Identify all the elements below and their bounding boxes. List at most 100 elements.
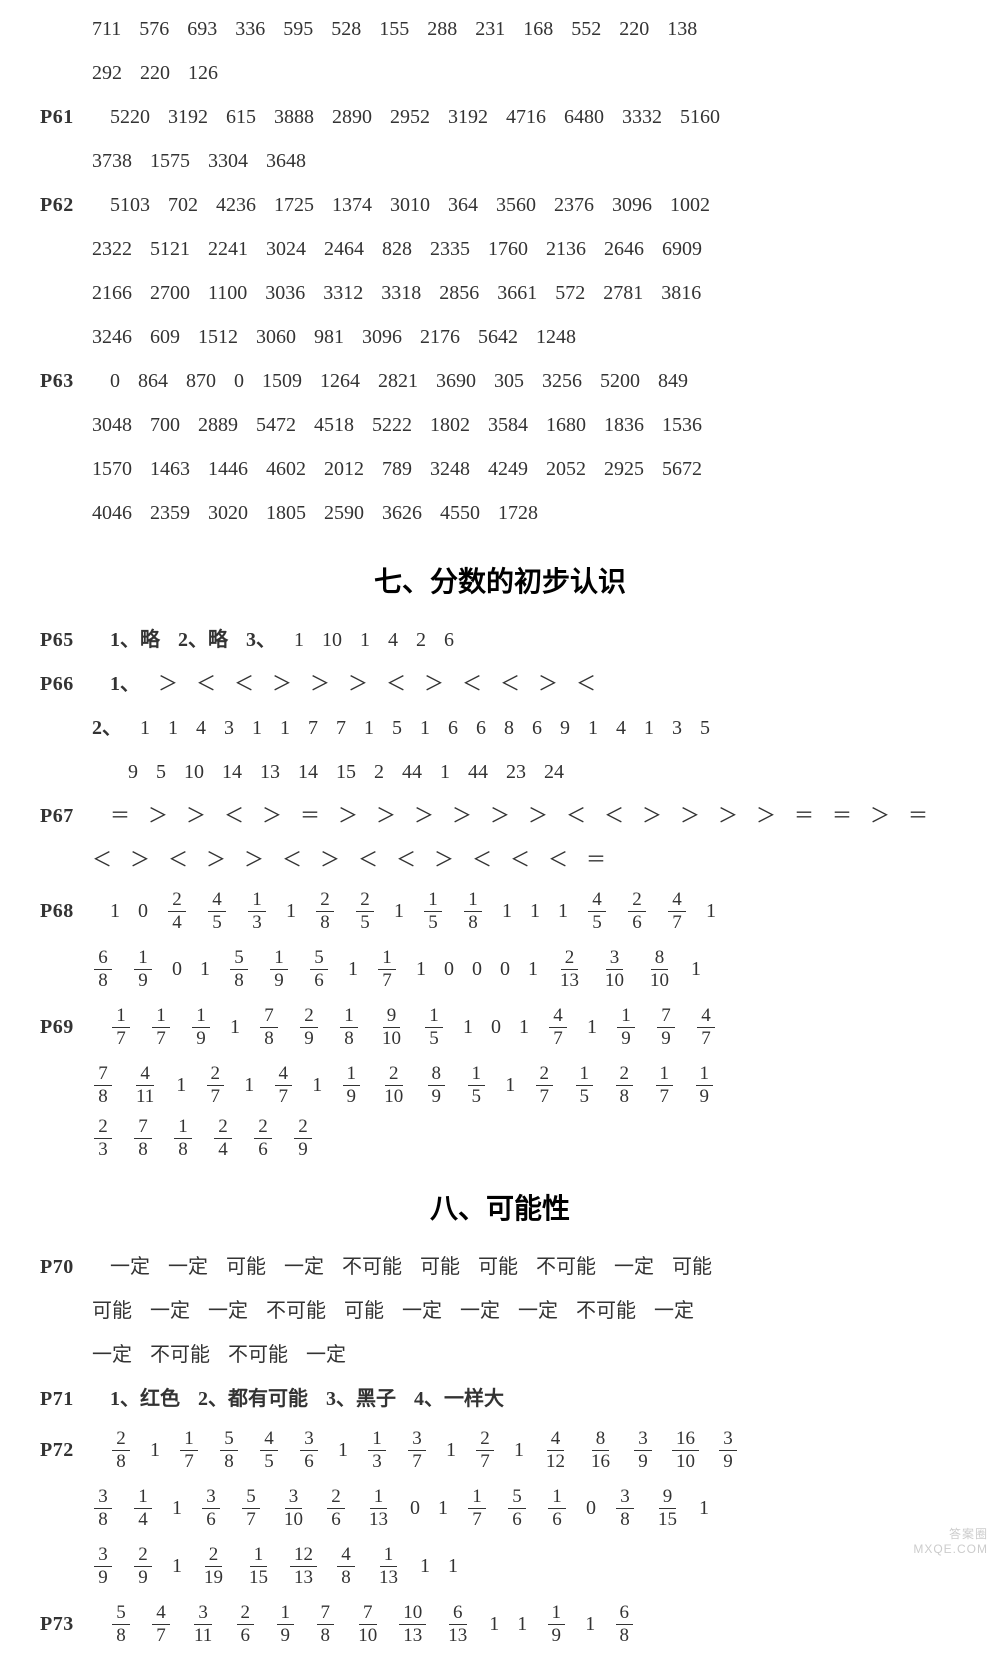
value: 3888	[274, 98, 314, 136]
p71-q1: 1、红色	[110, 1380, 180, 1418]
value: 1536	[662, 406, 702, 444]
p69-row-c: 237818242629	[92, 1117, 960, 1159]
value: 1002	[670, 186, 710, 224]
value: 3248	[430, 450, 470, 488]
p69a: 171719178291891015101471197947	[110, 1001, 960, 1053]
value: 6480	[564, 98, 604, 136]
fraction: 39	[92, 1545, 114, 1587]
value: 4602	[266, 450, 306, 488]
value: 8	[504, 709, 514, 747]
label-p61: P61	[40, 98, 92, 136]
value: 305	[494, 362, 524, 400]
value: 一定	[110, 1248, 150, 1286]
fraction: 910	[378, 1006, 405, 1048]
value: ＞	[348, 665, 368, 703]
value: 3584	[488, 406, 528, 444]
fraction: 89	[425, 1064, 447, 1106]
value: ＞	[870, 797, 890, 835]
value: ＜	[234, 665, 254, 703]
value: 1	[394, 885, 404, 937]
fraction: 38	[614, 1487, 636, 1529]
p62-row-d: 3246609151230609813096217656421248	[92, 318, 960, 356]
fraction: 24	[212, 1117, 234, 1159]
value: 5672	[662, 450, 702, 488]
value: 2	[374, 753, 384, 791]
value: 24	[544, 753, 564, 791]
p65-q1: 1、略	[110, 621, 160, 659]
value: 可能	[672, 1248, 712, 1286]
value: 1248	[536, 318, 576, 356]
value: 2359	[150, 494, 190, 532]
p66-q2a: 2、 114311771516686914135	[92, 709, 960, 747]
value: 6	[448, 709, 458, 747]
p69c: 237818242629	[92, 1117, 960, 1159]
value: 7	[336, 709, 346, 747]
value: 0	[410, 1482, 420, 1534]
p63-row-b: 3048700288954724518522218023584168018361…	[92, 406, 960, 444]
fraction: 28	[110, 1429, 132, 1471]
value: 可能	[344, 1292, 384, 1330]
label-p66: P66	[40, 665, 92, 703]
value: 7	[308, 709, 318, 747]
p63a: 08648700150912642821369030532565200849	[110, 362, 960, 400]
fraction: 29	[298, 1006, 320, 1048]
fraction: 36	[200, 1487, 222, 1529]
p63d: 40462359302018052590362645501728	[92, 494, 960, 532]
p73a: 584731126197871010136131119168	[110, 1598, 960, 1650]
fraction: 213	[556, 948, 583, 990]
value: 1805	[266, 494, 306, 532]
value: 572	[555, 274, 585, 312]
value: 2052	[546, 450, 586, 488]
p65-q2: 2、略	[178, 621, 228, 659]
value: 231	[475, 10, 505, 48]
value: 可能	[226, 1248, 266, 1286]
value: 10	[322, 621, 342, 659]
value: 1	[644, 709, 654, 747]
value: ＜	[224, 797, 244, 835]
value: 2890	[332, 98, 372, 136]
p70b: 可能一定一定不可能可能一定一定一定不可能一定	[92, 1292, 960, 1330]
value: 1	[364, 709, 374, 747]
value: 2781	[603, 274, 643, 312]
value: 0	[491, 1001, 501, 1053]
fraction: 19	[545, 1603, 567, 1645]
fraction: 58	[218, 1429, 240, 1471]
value: 6	[532, 709, 542, 747]
p65-content: 1、略 2、略 3、 1101426	[110, 621, 960, 659]
fraction: 27	[474, 1429, 496, 1471]
fraction: 18	[462, 890, 484, 932]
fraction: 23	[92, 1117, 114, 1159]
label-p73: P73	[40, 1598, 92, 1650]
value: 0	[586, 1482, 596, 1534]
value: 1100	[208, 274, 247, 312]
p70c: 一定不可能不可能一定	[92, 1336, 960, 1374]
value: ＝	[794, 797, 814, 835]
value: 5160	[680, 98, 720, 136]
value: 3304	[208, 142, 248, 180]
p62-row: P62 510370242361725137430103643560237630…	[40, 186, 960, 224]
value: 一定	[654, 1292, 694, 1330]
value: 4518	[314, 406, 354, 444]
value: 2646	[604, 230, 644, 268]
value: 1	[110, 885, 120, 937]
value: ＞	[320, 841, 340, 879]
fraction: 915	[654, 1487, 681, 1529]
value: 0	[500, 943, 510, 995]
value: 1	[558, 885, 568, 937]
p63-row-c: 1570146314464602201278932484249205229255…	[92, 450, 960, 488]
value: 一定	[460, 1292, 500, 1330]
value: 15	[336, 753, 356, 791]
value: 2241	[208, 230, 248, 268]
label-p71: P71	[40, 1380, 92, 1418]
value: ＞	[206, 841, 226, 879]
value: 可能	[478, 1248, 518, 1286]
value: 3	[224, 709, 234, 747]
value: ＜	[386, 665, 406, 703]
value: 14	[222, 753, 242, 791]
value: ＞	[158, 665, 178, 703]
value: 1	[489, 1598, 499, 1650]
fraction: 311	[190, 1603, 216, 1645]
value: 2136	[546, 230, 586, 268]
p71-q4: 4、一样大	[414, 1380, 504, 1418]
value: 1	[699, 1482, 709, 1534]
